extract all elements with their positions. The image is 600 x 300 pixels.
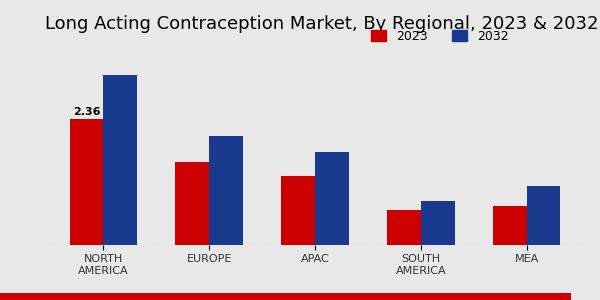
Bar [209, 136, 243, 245]
Bar [315, 152, 349, 245]
Bar [527, 186, 560, 245]
Bar [103, 75, 137, 245]
Legend: 2023, 2032: 2023, 2032 [365, 25, 514, 48]
Bar [70, 119, 103, 245]
Bar [175, 162, 209, 245]
Text: 2.36: 2.36 [73, 107, 100, 117]
Bar [421, 201, 455, 245]
Bar [281, 176, 315, 245]
Text: Long Acting Contraception Market, By Regional, 2023 & 2032: Long Acting Contraception Market, By Reg… [45, 15, 599, 33]
Bar [493, 206, 527, 245]
Bar [387, 210, 421, 245]
